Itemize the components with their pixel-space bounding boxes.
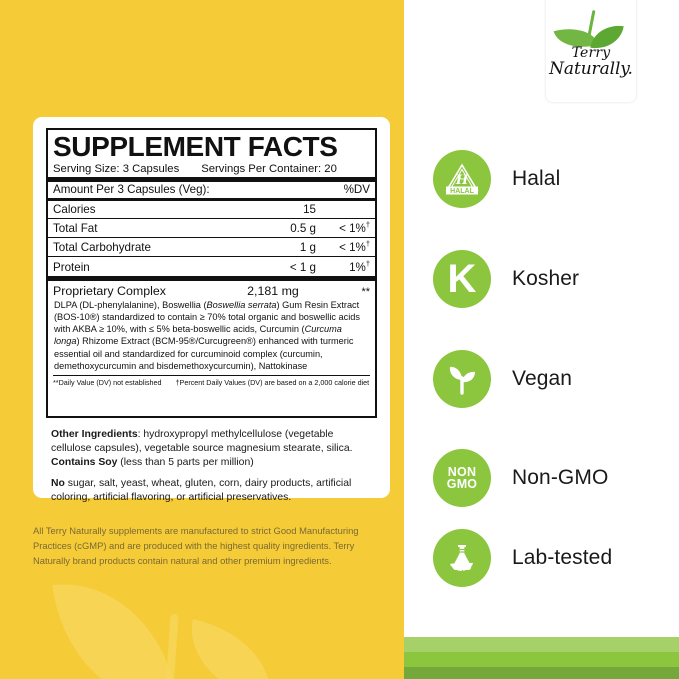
footer-stripe-mid xyxy=(404,652,679,667)
manufacturing-disclaimer: All Terry Naturally supplements are manu… xyxy=(33,525,359,566)
proprietary-complex-description: DLPA (DL-phenylalanine), Boswellia (Bosw… xyxy=(54,299,360,371)
proprietary-complex-name: Proprietary Complex xyxy=(53,283,166,298)
certification-label-non-gmo: Non-GMO xyxy=(512,466,609,489)
nutrient-daily-value: 1%† xyxy=(349,258,370,274)
certification-label-halal: Halal xyxy=(512,167,561,190)
amount-header-label: Amount Per 3 Capsules (Veg): xyxy=(53,183,210,197)
nutrient-row-divider xyxy=(48,256,375,258)
certification-halal: H HALAL Halal xyxy=(433,150,560,208)
logo-wordmark: Terry Naturally. xyxy=(546,46,636,78)
nutrient-amount: 0.5 g xyxy=(290,221,316,235)
watermark-leaf-large xyxy=(52,571,178,679)
nutrient-daily-value: < 1%† xyxy=(339,220,370,235)
terry-naturally-logo-card: Terry Naturally. xyxy=(546,0,636,102)
non-gmo-icon: NON GMO xyxy=(433,449,491,507)
supplement-facts-title: SUPPLEMENT FACTS xyxy=(53,131,338,162)
supplement-facts-box: SUPPLEMENT FACTS Serving Size: 3 Capsule… xyxy=(46,128,377,418)
divider-medium xyxy=(48,198,375,202)
certification-label-lab-tested: Lab-tested xyxy=(512,546,613,569)
nutrient-row: Total Carbohydrate 1 g < 1%† xyxy=(48,238,375,256)
watermark-leaf-stem xyxy=(165,613,179,679)
nutrient-row: Protein < 1 g 1%† xyxy=(48,257,375,275)
footer-stripe-light xyxy=(404,637,679,652)
serving-info-line: Serving Size: 3 Capsules Servings Per Co… xyxy=(48,162,375,177)
non-gmo-line1: NON xyxy=(447,464,477,479)
serving-size-label: Serving Size: 3 Capsules xyxy=(53,162,180,175)
nutrient-amount: 1 g xyxy=(299,241,316,255)
watermark-leaf-small xyxy=(179,619,283,679)
logo-text-line1: Terry xyxy=(571,45,611,61)
vegan-sprout-icon xyxy=(433,350,491,408)
halal-triangle-icon: H HALAL xyxy=(433,150,491,208)
nutrient-name: Protein xyxy=(53,260,90,274)
free-from-paragraph: No sugar, salt, yeast, wheat, gluten, co… xyxy=(51,478,352,504)
nutrient-row: Calories 15 xyxy=(48,201,375,218)
footnote-dv-not-established: **Daily Value (DV) not established xyxy=(53,378,162,388)
nutrient-name: Total Fat xyxy=(53,221,98,235)
lab-flask-leaf-icon xyxy=(433,529,491,587)
certification-vegan: Vegan xyxy=(433,350,572,408)
amount-per-serving-header: Amount Per 3 Capsules (Veg): %DV xyxy=(48,182,375,199)
certification-label-kosher: Kosher xyxy=(512,267,580,290)
certification-label-vegan: Vegan xyxy=(512,367,573,390)
other-ingredients-block: Other Ingredients: hydroxypropyl methylc… xyxy=(51,428,376,505)
supplement-facts-card: SUPPLEMENT FACTS Serving Size: 3 Capsule… xyxy=(33,117,390,503)
kosher-letter: K xyxy=(447,257,477,301)
footnote-percent-daily-value: †Percent Daily Values (DV) are based on … xyxy=(175,378,370,388)
nutrient-amount: < 1 g xyxy=(289,260,316,274)
logo-stem-icon xyxy=(587,9,596,37)
nutrient-row-divider xyxy=(48,236,375,238)
svg-text:H: H xyxy=(455,173,469,188)
divider-thick-top xyxy=(48,176,375,182)
certification-lab-tested: Lab-tested xyxy=(433,529,612,587)
proprietary-complex-amount: 2,181 mg xyxy=(247,283,299,298)
nutrient-name: Total Carbohydrate xyxy=(53,241,151,255)
kosher-k-icon: K xyxy=(433,250,491,308)
certification-kosher: K Kosher xyxy=(433,250,579,308)
certification-non-gmo: NON GMO Non-GMO xyxy=(433,449,608,507)
divider-thick-mid xyxy=(48,275,375,281)
proprietary-complex-dv: ** xyxy=(361,285,370,298)
dv-header-label: %DV xyxy=(343,183,370,197)
nutrient-row: Total Fat 0.5 g < 1%† xyxy=(48,219,375,237)
footnote-row: **Daily Value (DV) not established †Perc… xyxy=(48,376,375,387)
footer-stripe-dark xyxy=(404,667,679,679)
nutrient-rows-container: Calories 15 Total Fat 0.5 g < 1%† Total Carbo… xyxy=(48,201,375,276)
servings-per-container-label: Servings Per Container: 20 xyxy=(201,162,337,175)
non-gmo-line2: GMO xyxy=(446,477,478,491)
proprietary-complex-row: Proprietary Complex 2,181 mg ** xyxy=(48,281,375,298)
nutrient-daily-value: < 1%† xyxy=(339,239,370,255)
nutrient-name: Calories xyxy=(53,202,96,216)
divider-thin-footnote xyxy=(53,375,370,377)
nutrient-row-divider xyxy=(48,217,375,219)
logo-text-line2: Naturally. xyxy=(549,59,633,79)
other-ingredients-paragraph: Other Ingredients: hydroxypropyl methylc… xyxy=(51,429,353,469)
nutrient-amount: 15 xyxy=(303,202,316,216)
svg-text:HALAL: HALAL xyxy=(450,188,474,195)
